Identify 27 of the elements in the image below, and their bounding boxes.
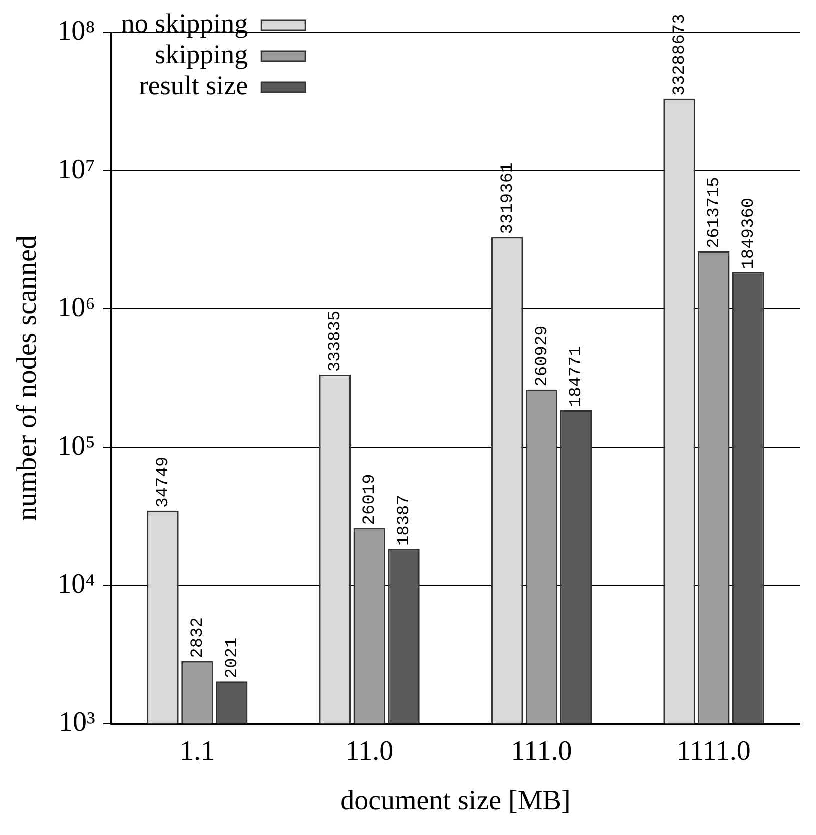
y-tick-label: 10³ <box>58 707 96 738</box>
x-axis-title: document size [MB] <box>340 786 571 817</box>
data-label: 3319361 <box>498 162 518 234</box>
y-tick-label: 10⁶ <box>58 292 96 324</box>
data-label: 1849360 <box>740 198 759 270</box>
data-label: 2832 <box>188 618 208 658</box>
x-tick-label: 1.1 <box>180 736 215 767</box>
x-tick-label: 111.0 <box>511 736 572 767</box>
y-axis-title: number of nodes scanned <box>12 236 44 521</box>
data-label: 2021 <box>223 638 242 679</box>
legend-label: skipping <box>155 40 248 70</box>
data-label: 18387 <box>396 495 415 546</box>
y-tick-label: 10⁴ <box>58 568 96 600</box>
y-tick-label: 10⁵ <box>58 430 96 462</box>
y-tick-label: 10⁷ <box>58 154 96 186</box>
legend-label: no skipping <box>121 8 248 39</box>
x-tick-label: 1111.0 <box>676 736 751 767</box>
data-label: 2613715 <box>705 177 724 249</box>
data-label: 26019 <box>361 474 380 526</box>
data-label: 333835 <box>326 310 346 372</box>
data-label: 184771 <box>568 346 587 408</box>
data-label: 33288673 <box>670 14 690 96</box>
x-tick-label: 11.0 <box>346 736 394 767</box>
legend-label: result size <box>139 70 248 101</box>
y-tick-label: 10⁸ <box>58 16 96 48</box>
data-label: 260929 <box>533 326 552 387</box>
data-label: 34749 <box>154 456 174 508</box>
